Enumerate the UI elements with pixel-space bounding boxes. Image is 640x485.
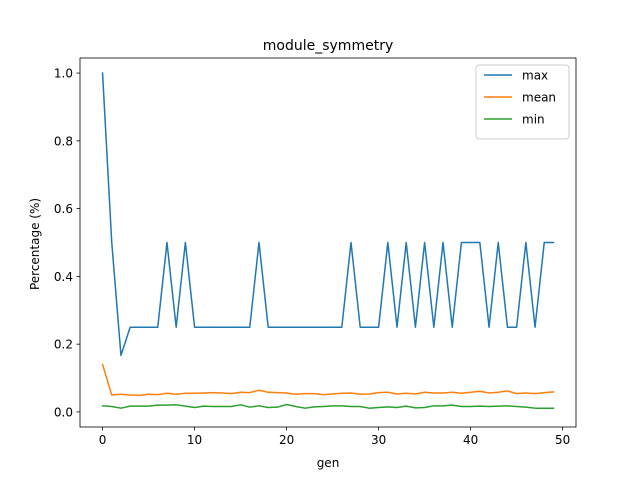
plot-area: 0 10 20 30 40 50 0.0 0.2 0.4 0.6 0.8 1.0 <box>54 57 577 447</box>
x-tick-label: 10 <box>187 433 202 447</box>
y-tick-label: 0.2 <box>54 338 73 352</box>
legend-box <box>475 64 570 140</box>
series-line-min <box>101 403 555 409</box>
y-tick-label: 0.0 <box>54 405 73 419</box>
x-tick-label: 40 <box>463 433 478 447</box>
y-tick-label: 0.8 <box>54 134 73 148</box>
x-tick-label: 50 <box>555 433 570 447</box>
legend: max mean min <box>475 64 570 140</box>
y-tick-label: 0.4 <box>54 270 73 284</box>
legend-label-mean: mean <box>522 91 556 105</box>
x-tick-label: 30 <box>371 433 386 447</box>
x-tick-label: 0 <box>99 433 107 447</box>
series-line-mean <box>101 363 555 397</box>
y-tick-label: 0.6 <box>54 202 73 216</box>
y-axis-label: Percentage (%) <box>28 198 42 290</box>
legend-label-max: max <box>522 69 548 83</box>
series-line-max <box>101 72 555 357</box>
x-tick-label: 20 <box>279 433 294 447</box>
x-axis-label: gen <box>317 456 340 470</box>
plot-frame <box>79 57 577 428</box>
legend-label-min: min <box>522 113 545 127</box>
y-tick-label: 1.0 <box>54 67 73 81</box>
chart-title: module_symmetry <box>263 38 393 54</box>
